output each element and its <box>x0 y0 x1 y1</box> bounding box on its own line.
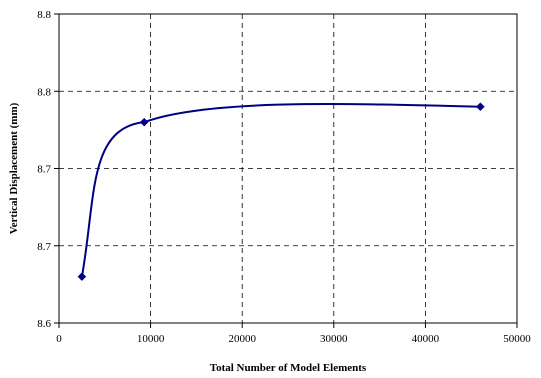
data-point <box>139 117 149 127</box>
y-tick-label: 8.7 <box>37 241 51 253</box>
y-tick-label: 8.6 <box>37 318 51 330</box>
data-point <box>476 102 485 112</box>
y-tick-label: 8.8 <box>37 86 51 98</box>
x-tick-label: 20000 <box>228 333 256 345</box>
series-line <box>80 103 481 277</box>
x-tick-label: 40000 <box>412 333 440 345</box>
x-tick-label: 30000 <box>320 333 348 345</box>
axis-ticks: 8.6 8.7 8.7 8.8 8.8 0 10000 20000 30000 40000 5000… <box>37 9 531 345</box>
x-tick-label: 10000 <box>137 333 165 345</box>
x-axis-title: Total Number of Model Elements <box>210 362 367 374</box>
y-tick-label: 8.7 <box>37 164 51 176</box>
grid-lines <box>59 14 517 323</box>
y-tick-label: 8.8 <box>37 9 51 21</box>
data-point <box>77 272 87 282</box>
x-tick-label: 0 <box>56 333 62 345</box>
y-axis-title: Vertical Displacement (mm) <box>8 102 20 234</box>
series-layer <box>77 102 485 282</box>
x-tick-label: 50000 <box>503 333 531 345</box>
